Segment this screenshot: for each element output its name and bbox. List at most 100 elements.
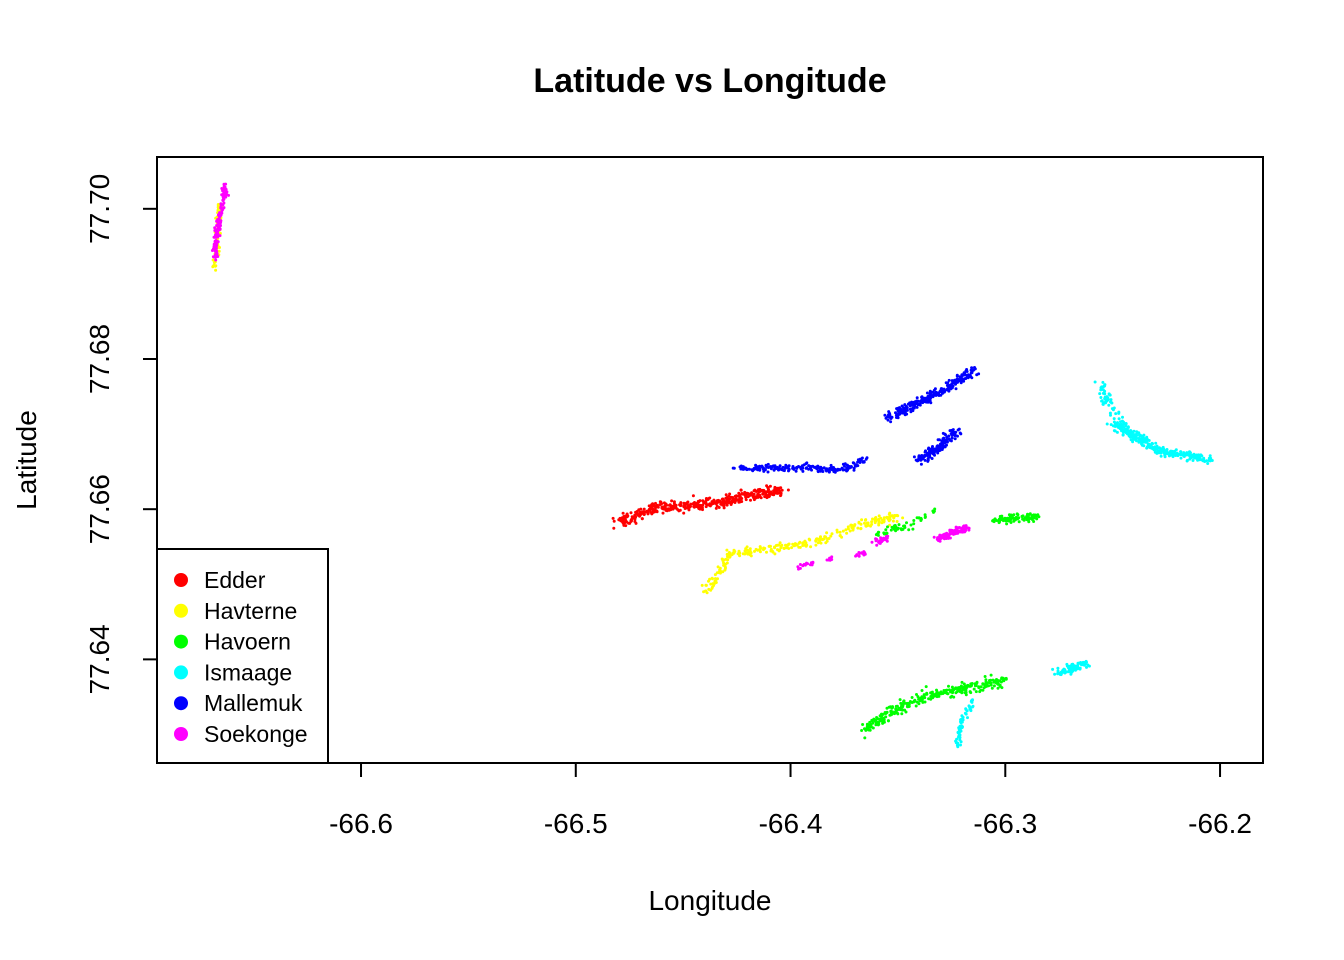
data-point bbox=[952, 695, 956, 699]
data-point bbox=[856, 526, 860, 530]
data-point bbox=[989, 683, 993, 687]
data-point bbox=[1142, 444, 1146, 448]
data-point bbox=[852, 466, 856, 470]
data-point bbox=[642, 507, 646, 511]
data-point bbox=[1173, 449, 1177, 453]
data-point bbox=[904, 710, 908, 714]
points-layer bbox=[210, 182, 1214, 749]
data-point bbox=[904, 406, 908, 410]
data-point bbox=[1196, 454, 1200, 458]
data-point bbox=[870, 540, 874, 544]
data-point bbox=[719, 500, 722, 504]
data-point bbox=[1074, 666, 1077, 670]
data-point bbox=[727, 498, 731, 502]
data-point bbox=[947, 684, 950, 688]
data-point bbox=[942, 689, 946, 692]
data-point bbox=[737, 549, 741, 553]
data-point bbox=[897, 523, 901, 527]
data-point bbox=[954, 691, 958, 695]
data-point bbox=[757, 548, 761, 552]
data-point bbox=[846, 464, 850, 468]
data-point bbox=[772, 493, 776, 497]
data-point bbox=[698, 505, 702, 509]
data-point bbox=[1021, 514, 1025, 518]
data-point bbox=[969, 691, 973, 695]
data-point bbox=[898, 698, 902, 702]
data-point bbox=[1107, 403, 1111, 407]
data-point bbox=[941, 444, 945, 448]
data-point bbox=[877, 514, 881, 518]
data-point bbox=[1208, 454, 1212, 458]
data-point bbox=[797, 541, 801, 545]
data-point bbox=[212, 247, 216, 250]
data-point bbox=[809, 464, 813, 468]
data-point bbox=[956, 745, 960, 749]
data-point bbox=[211, 258, 215, 262]
data-point bbox=[702, 590, 706, 594]
data-point bbox=[1117, 417, 1121, 421]
data-point bbox=[1013, 518, 1017, 522]
data-point bbox=[219, 206, 223, 210]
data-point bbox=[772, 489, 776, 493]
data-point bbox=[896, 712, 900, 716]
data-point bbox=[743, 552, 747, 556]
data-point bbox=[766, 486, 770, 490]
data-point bbox=[763, 546, 767, 550]
data-point bbox=[1170, 451, 1173, 455]
legend-label-soekonge: Soekonge bbox=[204, 721, 308, 747]
data-point bbox=[773, 552, 777, 556]
data-point bbox=[885, 516, 889, 520]
data-point bbox=[945, 443, 948, 447]
data-point bbox=[804, 466, 808, 470]
series-havterne bbox=[211, 203, 905, 595]
data-point bbox=[950, 436, 954, 440]
data-point bbox=[221, 203, 225, 207]
data-point bbox=[1146, 444, 1150, 448]
data-point bbox=[219, 219, 223, 223]
data-point bbox=[1099, 388, 1103, 392]
data-point bbox=[744, 547, 748, 551]
data-point bbox=[956, 526, 960, 530]
data-point bbox=[964, 707, 968, 711]
data-point bbox=[882, 720, 886, 724]
data-point bbox=[998, 679, 1002, 683]
data-point bbox=[969, 708, 973, 712]
data-point bbox=[920, 698, 924, 702]
data-point bbox=[1132, 434, 1136, 438]
data-point bbox=[1120, 425, 1124, 429]
data-point bbox=[974, 690, 978, 694]
data-point bbox=[687, 504, 691, 508]
data-point bbox=[748, 547, 752, 551]
data-point bbox=[214, 230, 218, 234]
data-point bbox=[737, 494, 741, 498]
data-point bbox=[674, 503, 678, 507]
data-point bbox=[838, 468, 842, 472]
data-point bbox=[661, 511, 665, 515]
data-point bbox=[844, 528, 848, 532]
data-point bbox=[888, 518, 892, 521]
data-point bbox=[1117, 411, 1121, 415]
data-point bbox=[833, 470, 837, 474]
data-point bbox=[926, 458, 930, 462]
data-point bbox=[908, 407, 912, 411]
data-point bbox=[923, 700, 927, 704]
data-point bbox=[923, 397, 927, 401]
data-point bbox=[970, 366, 974, 370]
data-point bbox=[1158, 451, 1162, 455]
data-point bbox=[908, 404, 912, 408]
data-point bbox=[984, 678, 988, 682]
data-point bbox=[1187, 453, 1191, 456]
data-point bbox=[1141, 438, 1144, 442]
data-point bbox=[935, 449, 939, 453]
data-point bbox=[941, 431, 945, 435]
data-point bbox=[862, 460, 866, 463]
data-point bbox=[642, 513, 646, 516]
data-point bbox=[882, 517, 886, 521]
data-point bbox=[952, 431, 956, 435]
data-point bbox=[964, 693, 968, 697]
data-point bbox=[711, 577, 714, 581]
data-point bbox=[768, 544, 772, 548]
data-point bbox=[1004, 517, 1008, 521]
data-point bbox=[857, 551, 861, 554]
data-point bbox=[864, 727, 868, 731]
